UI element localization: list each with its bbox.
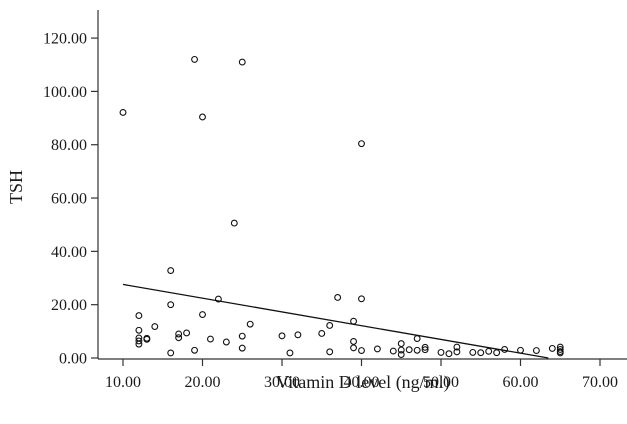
data-point — [135, 312, 143, 320]
data-point — [397, 346, 405, 354]
data-point — [175, 330, 183, 338]
data-point — [238, 58, 246, 66]
data-point — [358, 140, 365, 148]
data-point — [556, 346, 564, 353]
data-point — [278, 332, 286, 340]
regression-line — [122, 283, 549, 359]
data-point — [413, 335, 421, 342]
data-point — [358, 347, 365, 354]
data-point — [548, 344, 556, 352]
x-tick-label: 60.00 — [503, 374, 539, 391]
x-tick-label: 10.00 — [105, 374, 141, 391]
data-point — [556, 349, 564, 357]
data-point — [318, 330, 326, 337]
x-tick-label: 40.00 — [344, 374, 380, 391]
data-point — [199, 113, 206, 121]
data-point — [437, 348, 445, 356]
data-point — [246, 320, 254, 328]
data-point — [350, 317, 357, 325]
y-tick-label: 80.00 — [51, 137, 87, 154]
data-point — [350, 344, 357, 352]
data-point — [493, 349, 501, 357]
data-point — [135, 340, 143, 348]
data-point — [167, 267, 175, 275]
data-point — [421, 343, 429, 351]
data-point — [405, 346, 413, 354]
data-point — [477, 349, 485, 357]
data-point — [286, 349, 294, 357]
data-point — [199, 311, 206, 318]
y-tick-label: 20.00 — [51, 297, 87, 314]
data-point — [238, 344, 246, 352]
data-point — [175, 334, 183, 342]
data-point — [334, 294, 342, 301]
data-point — [517, 346, 524, 354]
data-point — [350, 338, 357, 345]
data-point — [397, 351, 405, 358]
data-point — [191, 346, 199, 354]
points-group — [119, 55, 564, 358]
data-point — [167, 349, 175, 357]
data-point — [294, 331, 302, 339]
y-tick-label: 0.00 — [59, 351, 87, 368]
data-point — [207, 335, 214, 343]
data-point — [326, 348, 334, 356]
data-point — [469, 348, 477, 356]
data-point — [421, 346, 429, 354]
data-point — [389, 347, 397, 355]
data-point — [532, 347, 540, 354]
y-tick-label: 120.00 — [43, 31, 87, 48]
x-axis-title: Vitamin D level (ng/ml) — [276, 372, 449, 393]
data-point — [183, 329, 191, 337]
data-point — [151, 323, 159, 330]
data-point — [191, 55, 199, 63]
y-tick-label: 60.00 — [51, 191, 87, 208]
fit-line-group — [122, 283, 549, 359]
data-point — [222, 338, 230, 346]
data-point — [230, 219, 238, 227]
data-point — [485, 347, 493, 355]
data-point — [373, 345, 381, 353]
tick-group: 0.00 20.00 40.00 60.00 80.00 100.00 120.00 10.0… — [43, 31, 618, 391]
data-point — [445, 350, 453, 358]
x-tick-label: 50.00 — [423, 374, 459, 391]
data-point — [358, 295, 365, 303]
data-point — [326, 322, 334, 329]
data-point — [397, 340, 405, 348]
data-point — [453, 343, 461, 351]
data-point — [214, 295, 222, 303]
data-point — [119, 109, 127, 116]
y-tick-label: 40.00 — [51, 244, 87, 261]
data-point — [413, 346, 421, 354]
x-tick-label: 70.00 — [582, 374, 618, 391]
data-point — [501, 346, 509, 353]
axes — [97, 10, 627, 360]
x-tick-label: 20.00 — [185, 374, 221, 391]
data-point — [143, 335, 151, 343]
y-tick-label: 100.00 — [43, 84, 87, 101]
data-point — [135, 337, 143, 345]
data-point — [238, 332, 246, 340]
x-tick-label: 30.00 — [264, 374, 300, 391]
y-axis-title: TSH — [6, 170, 26, 204]
data-point — [135, 326, 143, 334]
data-point — [453, 348, 461, 356]
data-point — [167, 301, 175, 309]
